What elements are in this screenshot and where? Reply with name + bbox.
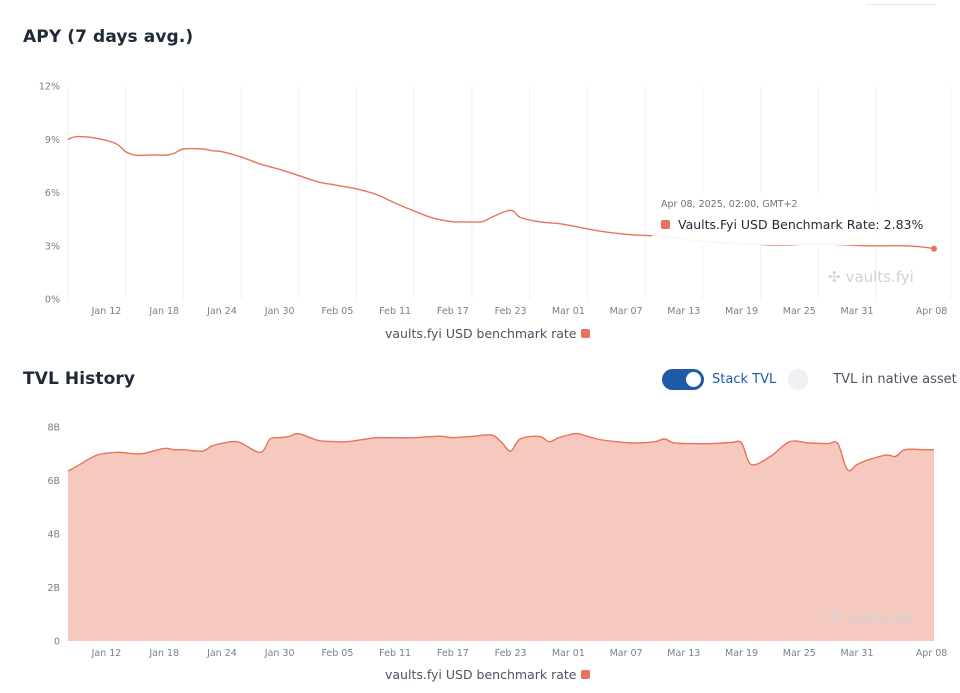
tooltip-row: Vaults.Fyi USD Benchmark Rate: 2.83% [661, 217, 923, 232]
apy-hover-point[interactable] [931, 245, 937, 252]
tvl-x-tick-label: Feb 05 [321, 648, 353, 659]
native-asset-label[interactable]: TVL in native asset [833, 371, 957, 387]
tvl-y-tick-label: 8B [47, 423, 60, 434]
apy-x-tick-label: Mar 07 [610, 306, 643, 317]
apy-watermark-text: vaults.fyi [845, 268, 914, 286]
tvl-chart: 8B 6B 4B 2B 0 Jan 12 Jan 18 Jan 24 Jan 30 Feb 05… [47, 423, 948, 660]
apy-y-tick-label: 9% [45, 135, 60, 146]
tvl-x-tick-label: Feb 23 [495, 648, 527, 659]
apy-grid [67, 86, 952, 299]
tvl-y-tick-label: 0 [54, 637, 60, 648]
tvl-y-tick-label: 2B [47, 583, 60, 594]
apy-y-tick-label: 12% [39, 82, 60, 93]
apy-x-tick-label: Mar 01 [552, 306, 585, 317]
apy-x-tick-label: Mar 31 [840, 306, 873, 317]
tvl-x-tick-label: Jan 24 [206, 648, 237, 659]
tooltip-time: Apr 08, 2025, 02:00, GMT+2 [661, 199, 798, 210]
tvl-y-axis: 8B 6B 4B 2B 0 [47, 423, 60, 648]
tvl-x-tick-label: Feb 17 [437, 648, 469, 659]
stack-tvl-label[interactable]: Stack TVL [712, 371, 777, 387]
tvl-y-tick-label: 4B [47, 530, 60, 541]
tvl-x-tick-label: Mar 07 [610, 648, 643, 659]
vaults-logo-icon: ✣ [828, 268, 841, 286]
apy-legend-swatch [581, 329, 591, 338]
apy-x-axis: Jan 12 Jan 18 Jan 24 Jan 30 Feb 05 Feb 11 Feb … [91, 306, 948, 317]
tvl-x-tick-label: Jan 18 [148, 648, 179, 659]
tvl-chart-title: TVL History [23, 369, 136, 389]
apy-y-axis: 12% 9% 6% 3% 0% [39, 82, 60, 306]
tvl-x-tick-label: Jan 30 [264, 648, 295, 659]
tooltip-series-swatch [661, 220, 670, 229]
tvl-x-tick-label: Mar 19 [725, 648, 758, 659]
tvl-legend-item[interactable]: vaults.fyi USD benchmark rate [385, 667, 591, 682]
tvl-x-tick-label: Mar 31 [840, 648, 873, 659]
apy-x-tick-label: Mar 19 [725, 306, 758, 317]
top-divider [866, 0, 936, 5]
apy-tooltip: Apr 08, 2025, 02:00, GMT+2 Vaults.Fyi US… [652, 193, 938, 245]
tvl-watermark: ✣ vaults.fyi [828, 609, 914, 627]
stack-tvl-toggle[interactable] [662, 368, 704, 390]
tvl-toggle-group: Stack TVL TVL in native asset [662, 367, 957, 391]
apy-chart-title: APY (7 days avg.) [23, 27, 194, 47]
apy-legend-item[interactable]: vaults.fyi USD benchmark rate [385, 326, 591, 341]
apy-x-tick-label: Feb 23 [495, 306, 527, 317]
tvl-y-tick-label: 6B [47, 476, 60, 487]
apy-x-tick-label: Mar 13 [667, 306, 700, 317]
tvl-x-axis: Jan 12 Jan 18 Jan 24 Jan 30 Feb 05 Feb 11 Feb … [91, 648, 948, 659]
tvl-series-area[interactable] [68, 433, 934, 641]
tvl-x-tick-label: Mar 25 [783, 648, 816, 659]
tvl-legend-swatch [581, 670, 591, 679]
apy-x-tick-label: Feb 11 [379, 306, 411, 317]
tvl-x-tick-label: Jan 12 [91, 648, 122, 659]
apy-x-tick-label: Jan 24 [206, 306, 237, 317]
apy-legend-label: vaults.fyi USD benchmark rate [385, 326, 577, 341]
native-asset-toggle[interactable] [788, 368, 809, 390]
apy-y-tick-label: 6% [45, 188, 60, 199]
apy-x-tick-label: Mar 25 [783, 306, 816, 317]
tooltip-series-label: Vaults.Fyi USD Benchmark Rate: [678, 217, 880, 232]
tvl-series-line[interactable] [67, 432, 934, 472]
tvl-x-tick-label: Apr 08 [916, 648, 948, 659]
tvl-watermark-text: vaults.fyi [845, 609, 914, 627]
tvl-legend-label: vaults.fyi USD benchmark rate [385, 667, 577, 682]
tvl-x-tick-label: Feb 11 [379, 648, 411, 659]
tvl-x-tick-label: Mar 01 [552, 648, 585, 659]
vaults-logo-icon: ✣ [828, 609, 841, 627]
apy-y-tick-label: 3% [45, 241, 60, 252]
tooltip-value: 2.83% [883, 217, 924, 232]
apy-x-tick-label: Jan 30 [264, 306, 295, 317]
apy-chart: 12% 9% 6% 3% 0% Jan 12 Jan 18 Jan 24 Jan 30 Feb … [39, 82, 952, 317]
stack-tvl-toggle-knob [686, 371, 701, 387]
apy-x-tick-label: Jan 12 [91, 306, 122, 317]
apy-watermark: ✣ vaults.fyi [828, 268, 914, 286]
apy-x-tick-label: Jan 18 [148, 306, 179, 317]
tvl-x-tick-label: Mar 13 [667, 648, 700, 659]
apy-x-tick-label: Feb 17 [437, 306, 469, 317]
apy-y-tick-label: 0% [45, 295, 60, 306]
apy-x-tick-label: Feb 05 [321, 306, 353, 317]
apy-x-tick-label: Apr 08 [916, 306, 948, 317]
